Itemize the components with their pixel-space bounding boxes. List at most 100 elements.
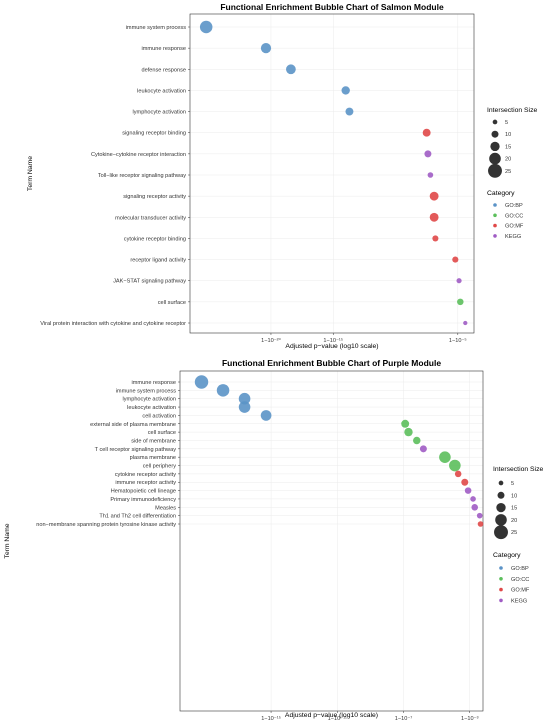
purple-bubble-4 bbox=[260, 410, 272, 421]
purple-bubble-2 bbox=[238, 392, 251, 405]
salmon-size-key-15 bbox=[490, 141, 500, 152]
purple-term-label: cytokine receptor activity bbox=[115, 472, 176, 478]
purple-term-label: Primary immunodeficiency bbox=[110, 497, 176, 503]
purple-size-key-5 bbox=[498, 480, 504, 486]
salmon-size-key-5 bbox=[492, 119, 498, 125]
salmon-size-key-label: 5 bbox=[505, 120, 508, 126]
salmon-xtick-label: 1−10⁻¹⁵ bbox=[323, 337, 343, 344]
purple-term-label: plasma membrane bbox=[130, 455, 176, 461]
salmon-bubble-5 bbox=[422, 128, 431, 137]
purple-size-key-label: 10 bbox=[511, 493, 517, 499]
salmon-x-axis-title: Adjusted p−value (log10 scale) bbox=[285, 343, 378, 350]
purple-term-label: non−membrane spanning protein tyrosine k… bbox=[36, 522, 176, 528]
purple-category-key-3 bbox=[499, 598, 503, 603]
salmon-bubble-4 bbox=[345, 107, 354, 116]
salmon-category-key-0 bbox=[493, 203, 497, 207]
purple-bubble-1 bbox=[216, 384, 230, 397]
salmon-xtick-label: 1−10⁻⁵ bbox=[449, 337, 467, 344]
purple-category-key-label: GO:MF bbox=[511, 588, 530, 594]
salmon-term-label: immune response bbox=[142, 46, 186, 52]
purple-term-label: cell periphery bbox=[143, 464, 176, 470]
purple-size-key-25 bbox=[494, 525, 508, 540]
salmon-size-key-label: 20 bbox=[505, 157, 511, 163]
salmon-category-key-2 bbox=[493, 223, 497, 228]
purple-bubble-15 bbox=[471, 504, 478, 511]
purple-x-axis-title: Adjusted p−value (log10 scale) bbox=[285, 712, 378, 719]
purple-size-key-label: 15 bbox=[511, 506, 517, 512]
salmon-size-key-label: 15 bbox=[505, 144, 511, 150]
purple-term-label: external side of plasma membrane bbox=[90, 422, 176, 428]
salmon-xtick-label: 1−10⁻²⁰ bbox=[261, 337, 281, 344]
purple-xtick-label: 1−10⁻⁷ bbox=[395, 715, 413, 722]
purple-chart-title: Functional Enrichment Bubble Chart of Pu… bbox=[222, 358, 441, 368]
salmon-bubble-2 bbox=[286, 64, 296, 75]
purple-category-key-2 bbox=[499, 587, 503, 592]
purple-category-key-1 bbox=[499, 577, 503, 581]
salmon-bubble-11 bbox=[452, 256, 459, 263]
purple-term-label: Measles bbox=[155, 505, 176, 511]
salmon-bubble-9 bbox=[429, 212, 439, 222]
salmon-term-label: Cytokine−cytokine receptor interaction bbox=[91, 152, 186, 158]
purple-bubble-13 bbox=[464, 487, 472, 494]
purple-term-label: Hematopoietic cell lineage bbox=[111, 489, 176, 495]
purple-bubble-16 bbox=[476, 512, 483, 519]
salmon-size-key-20 bbox=[489, 152, 501, 165]
salmon-plot-panel bbox=[189, 13, 475, 334]
salmon-bubble-0 bbox=[199, 20, 213, 34]
purple-category-key-label: GO:BP bbox=[511, 566, 529, 572]
purple-size-key-label: 5 bbox=[511, 481, 514, 487]
salmon-bubble-14 bbox=[463, 320, 468, 326]
salmon-size-key-25 bbox=[488, 163, 502, 178]
purple-term-label: immune system process bbox=[116, 388, 177, 394]
salmon-term-label: molecular transducer activity bbox=[115, 215, 186, 221]
purple-category-key-0 bbox=[499, 566, 503, 570]
purple-bubble-9 bbox=[439, 451, 451, 463]
purple-category-key-label: KEGG bbox=[511, 598, 527, 604]
purple-bubble-10 bbox=[449, 459, 461, 472]
salmon-bubble-3 bbox=[341, 86, 350, 95]
salmon-category-key-label: GO:CC bbox=[505, 213, 523, 219]
purple-xtick-label: 1−10⁻¹⁵ bbox=[261, 715, 281, 722]
purple-bubble-7 bbox=[413, 436, 421, 445]
salmon-term-label: Viral protein interaction with cytokine … bbox=[40, 321, 186, 327]
salmon-size-key-label: 25 bbox=[505, 169, 511, 175]
salmon-category-key-3 bbox=[493, 234, 497, 238]
purple-size-key-20 bbox=[495, 514, 507, 526]
salmon-category-key-label: GO:BP bbox=[505, 203, 523, 209]
salmon-bubble-10 bbox=[432, 235, 439, 242]
purple-term-label: leukocyte activation bbox=[127, 405, 176, 411]
purple-size-key-15 bbox=[496, 502, 506, 513]
salmon-term-label: lymphocyte activation bbox=[133, 110, 186, 116]
salmon-bubble-13 bbox=[457, 298, 464, 306]
salmon-bubble-1 bbox=[260, 43, 272, 54]
purple-size-key-label: 25 bbox=[511, 530, 517, 536]
purple-bubble-3 bbox=[238, 401, 251, 413]
salmon-bubble-7 bbox=[427, 172, 434, 178]
purple-term-label: lymphocyte activation bbox=[123, 397, 176, 403]
purple-bubble-17 bbox=[477, 521, 484, 527]
purple-term-label: immune receptor activity bbox=[115, 480, 176, 486]
salmon-chart-title: Functional Enrichment Bubble Chart of Sa… bbox=[220, 2, 444, 12]
purple-bubble-5 bbox=[401, 419, 410, 428]
purple-xtick-label: 1−10⁻³ bbox=[461, 716, 479, 722]
purple-term-label: immune response bbox=[132, 380, 176, 386]
purple-term-label: Th1 and Th2 cell differentiation bbox=[99, 514, 176, 520]
salmon-category-key-1 bbox=[493, 213, 497, 218]
purple-term-label: side of membrane bbox=[131, 438, 176, 444]
purple-size-legend-title: Intersection Size bbox=[493, 466, 543, 473]
purple-term-label: T cell receptor signaling pathway bbox=[95, 447, 177, 453]
salmon-bubble-6 bbox=[424, 150, 432, 158]
salmon-term-label: signaling receptor binding bbox=[122, 131, 186, 137]
purple-xtick-label: 1−10⁻¹¹ bbox=[328, 716, 347, 722]
purple-category-legend-title: Category bbox=[493, 552, 521, 559]
salmon-term-label: Toll−like receptor signaling pathway bbox=[98, 173, 186, 179]
salmon-bubble-12 bbox=[456, 278, 462, 284]
purple-bubble-11 bbox=[454, 470, 462, 478]
salmon-category-key-label: KEGG bbox=[505, 234, 521, 240]
purple-size-key-label: 20 bbox=[511, 518, 517, 524]
salmon-term-label: leukocyte activation bbox=[137, 88, 186, 94]
purple-bubble-6 bbox=[404, 427, 413, 437]
salmon-term-label: immune system process bbox=[126, 25, 187, 31]
purple-term-label: cell surface bbox=[148, 430, 176, 436]
